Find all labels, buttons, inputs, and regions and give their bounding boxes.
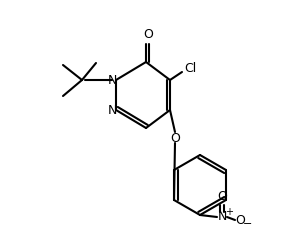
Text: N: N — [107, 74, 117, 86]
Text: O: O — [235, 213, 245, 227]
Text: O: O — [143, 28, 153, 42]
Text: +: + — [225, 207, 233, 217]
Text: O: O — [217, 190, 227, 203]
Text: N: N — [107, 105, 117, 117]
Text: O: O — [170, 132, 180, 144]
Text: −: − — [243, 219, 253, 229]
Text: Cl: Cl — [184, 61, 196, 75]
Text: N: N — [217, 210, 227, 224]
